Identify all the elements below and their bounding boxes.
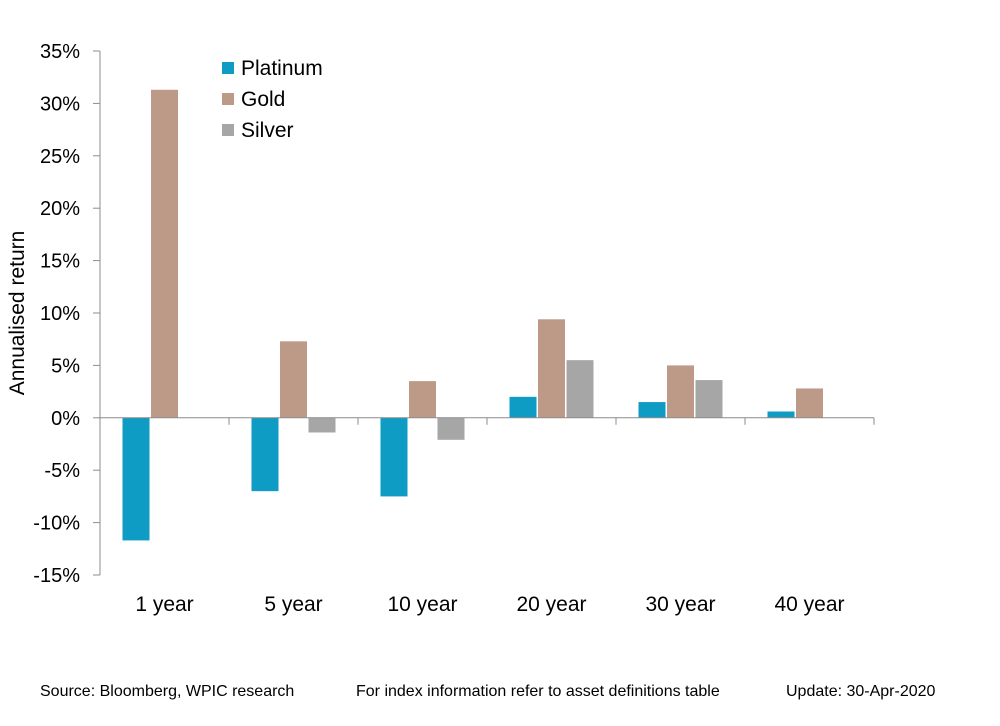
x-category-label: 30 year [645, 593, 715, 616]
x-category-label: 1 year [135, 593, 193, 616]
index-info-note: For index information refer to asset def… [356, 683, 720, 700]
y-tick-label: 20% [40, 198, 80, 220]
update-date: Update: 30-Apr-2020 [786, 683, 936, 700]
bar-gold [796, 388, 823, 418]
legend-label-gold: Gold [241, 88, 285, 111]
y-tick-label: -10% [33, 513, 80, 535]
x-category-label: 10 year [387, 593, 457, 616]
y-tick-label: -15% [33, 565, 80, 587]
bar-silver [695, 380, 723, 418]
legend-swatch-silver [222, 124, 234, 136]
bar-platinum [509, 396, 537, 418]
bar-silver [308, 417, 336, 433]
bar-gold [409, 381, 436, 418]
bar-platinum [767, 411, 795, 418]
bar-platinum [380, 417, 408, 497]
y-tick-label: -5% [44, 460, 80, 482]
y-axis-tick-labels: 35% 30% 25% 20% 15% 10% 5% 0% -5% -10% -15% [33, 41, 80, 587]
y-tick-label: 30% [40, 93, 80, 115]
bars [122, 89, 823, 541]
y-tick-label: 5% [51, 355, 80, 377]
x-category-label: 20 year [516, 593, 586, 616]
x-axis-category-labels: 1 year 5 year 10 year 20 year 30 year 40 year [135, 593, 844, 616]
bar-gold [280, 341, 307, 418]
y-tick-label: 25% [40, 146, 80, 168]
y-tick-label: 10% [40, 303, 80, 325]
x-category-label: 40 year [774, 593, 844, 616]
bar-gold [538, 319, 565, 418]
x-axis [99, 417, 875, 425]
y-tick-label: 35% [40, 41, 80, 63]
legend-swatch-platinum [222, 62, 234, 74]
bar-platinum [122, 417, 150, 541]
y-axis-ticks [93, 50, 101, 576]
legend-label-silver: Silver [241, 119, 294, 142]
legend-swatch-gold [222, 93, 234, 105]
bar-silver [566, 360, 594, 418]
bar-silver [437, 417, 465, 440]
legend-label-platinum: Platinum [241, 57, 323, 80]
y-tick-label: 0% [51, 408, 80, 430]
source-note: Source: Bloomberg, WPIC research [40, 683, 295, 700]
bar-platinum [638, 402, 666, 418]
y-tick-label: 15% [40, 251, 80, 273]
bar-gold [667, 365, 694, 418]
legend: Platinum Gold Silver [222, 57, 323, 142]
bar-platinum [251, 417, 279, 492]
y-axis-title: Annualised return [6, 231, 29, 396]
x-category-label: 5 year [264, 593, 322, 616]
bar-gold [151, 89, 178, 418]
